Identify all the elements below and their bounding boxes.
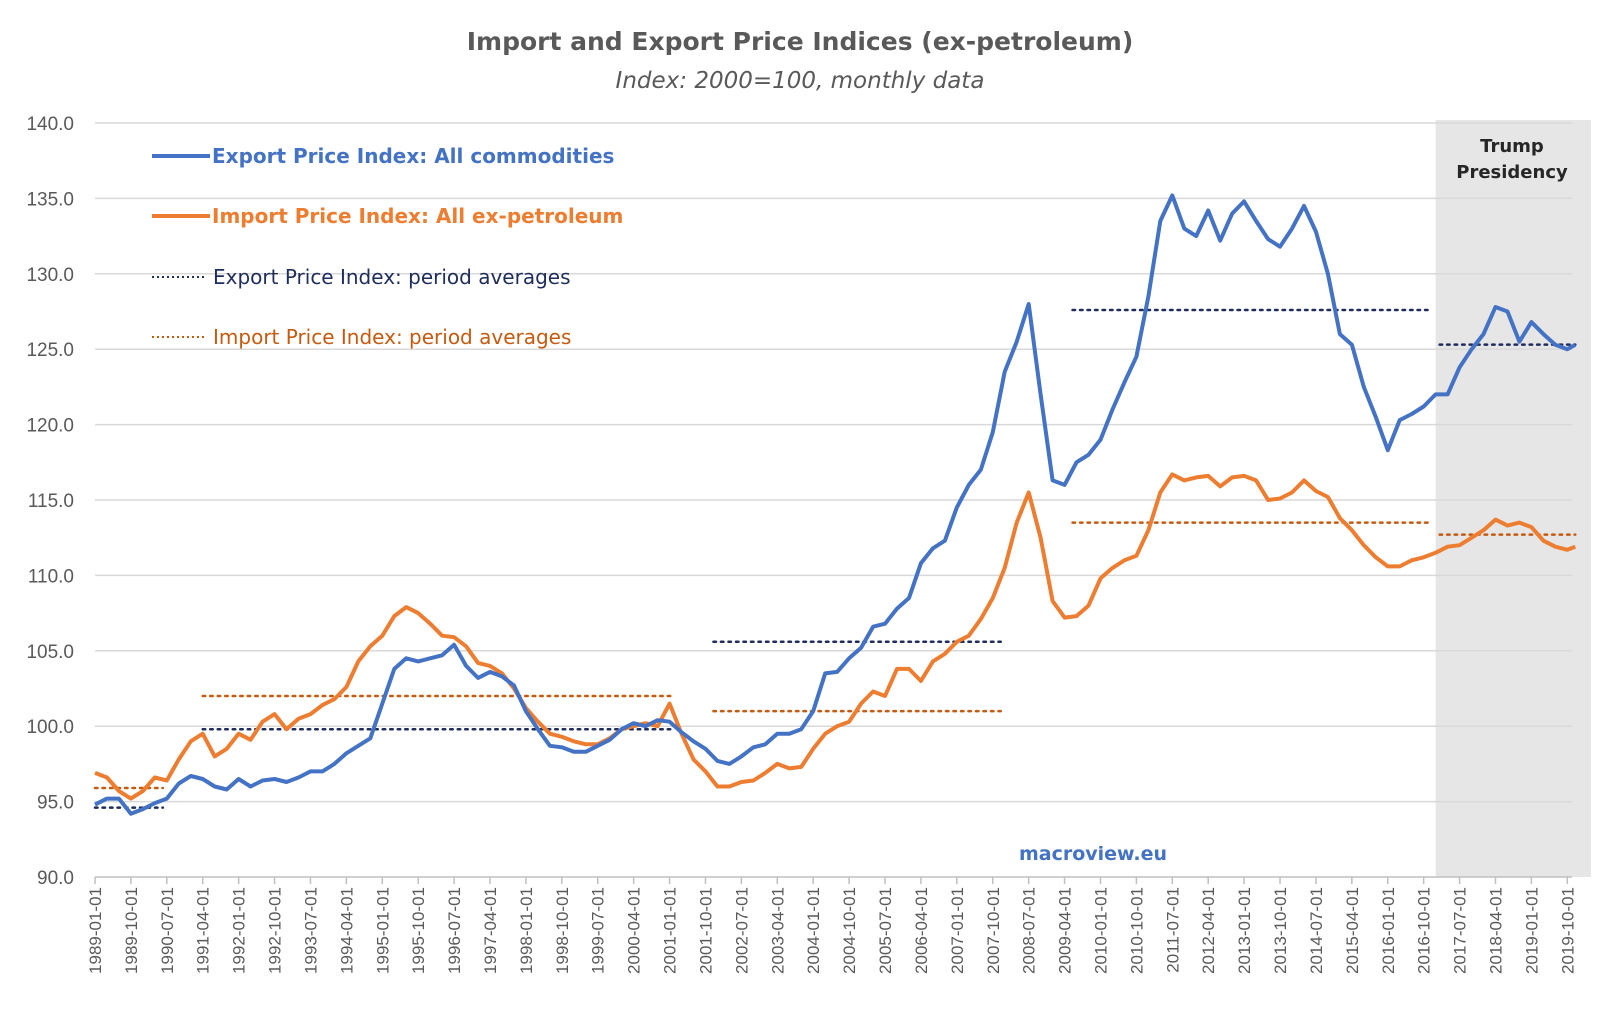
x-tick-label: 1997-04-01: [481, 887, 500, 974]
chart-title: Import and Export Price Indices (ex-petr…: [467, 27, 1134, 56]
y-tick-label: 125.0: [26, 340, 74, 361]
x-tick-label: 2008-07-01: [1020, 887, 1039, 974]
y-tick-label: 115.0: [28, 491, 74, 512]
x-tick-label: 2007-10-01: [984, 887, 1003, 974]
export-series-line: [94, 193, 1577, 816]
x-tick-label: 1996-07-01: [445, 887, 464, 974]
x-tick-label: 2004-10-01: [840, 887, 859, 974]
legend: Export Price Index: All commodities Impo…: [152, 144, 623, 349]
x-tick-label: 1995-10-01: [409, 887, 428, 974]
legend-import-label: Import Price Index: All ex-petroleum: [212, 204, 623, 228]
x-tick-label: 1993-07-01: [301, 887, 320, 974]
x-tick-label: 2006-04-01: [912, 887, 931, 974]
x-tick-label: 1992-10-01: [266, 887, 285, 974]
x-tick-label: 2010-10-01: [1127, 887, 1146, 974]
y-tick-label: 130.0: [26, 265, 74, 286]
import-series-line: [94, 472, 1577, 801]
trump-annotation-line1: Trump: [1480, 136, 1544, 157]
x-tick-label: 2017-07-01: [1451, 887, 1470, 974]
x-tick-label: 2001-10-01: [696, 887, 715, 974]
x-tick-label: 2015-04-01: [1343, 887, 1362, 974]
x-tick-label: 1994-04-01: [337, 887, 356, 974]
y-tick-label: 135.0: [26, 189, 74, 210]
x-tick-label: 2005-07-01: [876, 887, 895, 974]
x-tick-label: 2002-07-01: [732, 887, 751, 974]
x-tick-label: 1998-10-01: [553, 887, 572, 974]
y-tick-label: 120.0: [26, 416, 74, 437]
y-tick-label: 110.0: [28, 566, 74, 587]
y-tick-label: 140.0: [26, 114, 74, 135]
x-tick-label: 2010-01-01: [1091, 887, 1110, 974]
trump-presidency-shaded-region: [1435, 120, 1591, 877]
x-tick-label: 1998-01-01: [517, 887, 536, 974]
x-tick-label: 2013-10-01: [1271, 887, 1290, 974]
x-tick-label: 1992-01-01: [230, 887, 249, 974]
x-axis-ticks: 1989-01-01 1989-10-01 1990-07-01 1991-04-01…: [86, 877, 1577, 974]
x-tick-label: 2003-04-01: [768, 887, 787, 974]
x-tick-label: 2012-04-01: [1199, 887, 1218, 974]
x-tick-label: 2009-04-01: [1056, 887, 1075, 974]
x-tick-label: 1991-04-01: [194, 887, 213, 974]
y-tick-label: 105.0: [26, 642, 74, 663]
period-average-lines: [93, 308, 1577, 809]
x-tick-label: 2019-01-01: [1522, 887, 1541, 974]
series-lines: [94, 193, 1577, 816]
trump-annotation-line2: Presidency: [1456, 162, 1568, 183]
x-tick-label: 2016-01-01: [1379, 887, 1398, 974]
y-tick-label: 95.0: [37, 793, 74, 814]
x-tick-label: 1989-01-01: [86, 887, 105, 974]
x-tick-label: 2011-07-01: [1163, 887, 1182, 973]
x-tick-label: 1990-07-01: [158, 887, 177, 974]
x-tick-label: 2001-01-01: [661, 887, 680, 974]
legend-import-avg-label: Import Price Index: period averages: [213, 325, 571, 349]
x-tick-label: 1999-07-01: [589, 887, 608, 974]
x-tick-label: 2019-10-01: [1558, 887, 1577, 974]
legend-export-avg-label: Export Price Index: period averages: [213, 265, 571, 289]
x-tick-label: 2013-01-01: [1235, 887, 1254, 974]
x-tick-label: 1995-01-01: [373, 887, 392, 974]
chart-subtitle: Index: 2000=100, monthly data: [616, 68, 985, 94]
y-tick-label: 90.0: [37, 868, 74, 889]
x-tick-label: 2014-07-01: [1307, 887, 1326, 974]
watermark: macroview.eu: [1019, 843, 1167, 865]
x-tick-label: 1989-10-01: [122, 887, 141, 974]
y-tick-label: 100.0: [26, 717, 74, 738]
gridlines: [95, 122, 1572, 803]
x-tick-label: 2004-01-01: [804, 887, 823, 974]
x-tick-label: 2007-01-01: [948, 887, 967, 974]
legend-export-label: Export Price Index: All commodities: [212, 144, 614, 168]
y-axis-tick-labels: 90.0 95.0 100.0 105.0 110.0 115.0 120.0 125.0 13…: [26, 114, 74, 889]
x-tick-label: 2000-04-01: [625, 887, 644, 974]
x-tick-label: 2016-10-01: [1415, 887, 1434, 974]
x-tick-label: 2018-04-01: [1486, 887, 1505, 974]
